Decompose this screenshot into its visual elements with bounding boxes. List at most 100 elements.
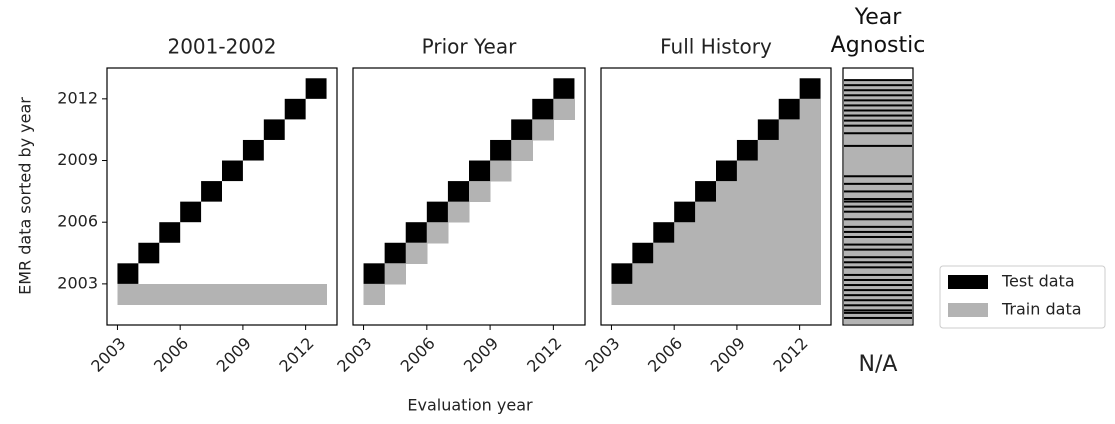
- test-cell: [222, 160, 243, 182]
- train-cell: [490, 160, 512, 182]
- train-cell: [553, 98, 575, 120]
- x-tick-label: 2006: [150, 334, 192, 376]
- train-cell: [611, 283, 633, 305]
- train-cell: [117, 283, 139, 305]
- test-stripe: [844, 198, 912, 201]
- test-stripe: [844, 89, 912, 92]
- y-tick-label: 2003: [57, 273, 98, 292]
- panel-title: Prior Year: [422, 35, 517, 59]
- test-stripe: [844, 299, 912, 302]
- test-cell: [201, 181, 222, 202]
- x-axis-label: Evaluation year: [407, 396, 533, 415]
- test-stripe: [844, 124, 912, 127]
- train-cell: [222, 283, 244, 305]
- y-tick-label: 2006: [57, 212, 98, 231]
- test-stripe: [844, 309, 912, 312]
- test-stripe: [844, 205, 912, 208]
- test-cell: [799, 78, 821, 99]
- train-cell: [201, 283, 223, 305]
- test-cell: [159, 222, 181, 243]
- test-cell: [716, 160, 737, 182]
- train-cell: [180, 283, 202, 305]
- train-cell: [138, 283, 160, 305]
- test-stripe: [844, 94, 912, 97]
- test-stripe: [844, 294, 912, 297]
- test-stripe: [844, 190, 912, 193]
- test-cell: [363, 263, 385, 284]
- test-cell: [736, 139, 758, 161]
- test-cell: [447, 181, 469, 202]
- test-stripe: [844, 243, 912, 246]
- train-cell: [653, 242, 675, 305]
- legend-label: Train data: [1001, 300, 1082, 319]
- test-stripe: [844, 182, 912, 185]
- y-axis-label: EMR data sorted by year: [16, 97, 35, 295]
- test-stripe: [844, 235, 912, 238]
- test-stripe: [844, 200, 912, 203]
- panel-title: Year Agnostic: [830, 5, 926, 58]
- panel-title: 2001-2002: [167, 35, 276, 59]
- test-cell: [674, 201, 696, 223]
- panel-frame: [352, 67, 586, 326]
- test-cell: [757, 119, 779, 140]
- test-cell: [242, 139, 264, 161]
- test-cell: [553, 78, 575, 99]
- test-cell: [180, 201, 202, 223]
- train-cell: [736, 160, 759, 305]
- test-stripe: [844, 230, 912, 233]
- legend-swatch: [948, 303, 988, 317]
- train-cell: [674, 222, 696, 305]
- train-cell: [716, 181, 738, 305]
- x-tick-label: 2012: [523, 334, 565, 376]
- test-stripe: [844, 99, 912, 102]
- train-cell: [447, 201, 470, 223]
- train-cell: [284, 283, 307, 305]
- test-stripe: [844, 278, 912, 281]
- test-stripe: [844, 311, 912, 314]
- test-stripe: [844, 119, 912, 122]
- train-cell: [263, 283, 286, 305]
- x-tick-label: 2009: [213, 334, 255, 376]
- test-stripe: [844, 144, 912, 147]
- test-cell: [384, 242, 406, 264]
- legend-label: Test data: [1001, 272, 1075, 291]
- test-stripe: [844, 218, 912, 221]
- train-cell: [511, 139, 533, 162]
- test-cell: [469, 160, 491, 182]
- test-stripe: [844, 248, 912, 251]
- x-tick-label: 2003: [581, 334, 623, 376]
- test-stripe: [844, 273, 912, 276]
- test-stripe: [844, 289, 912, 292]
- test-cell: [511, 119, 533, 140]
- panel-frame: [600, 67, 832, 326]
- test-stripe: [844, 256, 912, 259]
- train-cell: [159, 283, 181, 305]
- train-cell: [757, 139, 780, 305]
- test-stripe: [844, 175, 912, 178]
- test-cell: [611, 263, 633, 284]
- test-stripe: [844, 266, 912, 269]
- train-cell: [242, 283, 265, 305]
- test-cell: [695, 181, 716, 202]
- train-cell: [305, 283, 328, 305]
- test-stripe: [844, 114, 912, 117]
- test-stripe: [844, 225, 912, 228]
- test-cell: [138, 242, 160, 264]
- train-cell: [695, 201, 717, 305]
- train-cell: [363, 283, 386, 305]
- x-tick-label: 2009: [707, 334, 749, 376]
- train-cell: [532, 119, 554, 141]
- train-cell: [469, 181, 491, 203]
- test-stripe: [844, 210, 912, 213]
- train-cell: [426, 222, 449, 244]
- test-stripe: [844, 316, 912, 319]
- x-tick-label: 2003: [87, 334, 129, 376]
- test-cell: [778, 98, 800, 120]
- panel-title: Full History: [660, 35, 772, 59]
- train-cell: [632, 263, 654, 305]
- test-stripe: [844, 79, 912, 82]
- x-tick-label: 2003: [333, 334, 375, 376]
- test-cell: [490, 139, 512, 161]
